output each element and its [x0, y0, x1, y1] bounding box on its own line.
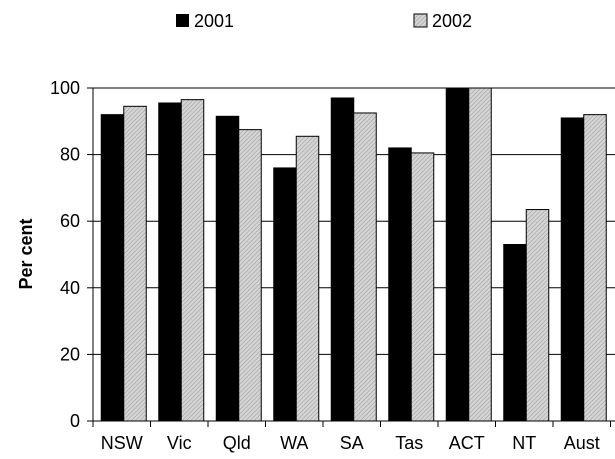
- legend-item-2001: 2001: [176, 11, 234, 31]
- bar-2002-vic: [180, 99, 205, 422]
- legend-item-2002: 2002: [413, 11, 472, 31]
- bar-2001-sa: [330, 97, 355, 422]
- bar-2002-nt: [525, 209, 550, 422]
- bar-2002-sa: [353, 112, 377, 422]
- x-tick-label-act: ACT: [449, 433, 485, 453]
- legend-label-2002: 2002: [432, 11, 472, 31]
- y-tick-label: 100: [50, 78, 80, 98]
- legend-label-2001: 2001: [194, 11, 234, 31]
- x-tick-label-qld: Qld: [223, 433, 251, 453]
- x-ticks: NSW Vic Qld WA SA Tas ACT NT Aust: [92, 421, 611, 453]
- x-tick-label-nsw: NSW: [101, 433, 143, 453]
- bar-2001-tas: [388, 147, 412, 422]
- bar-2002-act: [468, 87, 492, 422]
- bar-2001-aust: [560, 117, 585, 422]
- y-tick-label: 80: [60, 145, 80, 165]
- axes: [92, 88, 615, 422]
- y-tick-label: 0: [70, 411, 80, 431]
- x-tick-label-vic: Vic: [167, 433, 192, 453]
- bar-2001-nsw: [100, 114, 125, 422]
- bar-2001-qld: [215, 115, 240, 422]
- y-ticks: 0 20 40 60 80 100: [50, 78, 93, 431]
- bar-2002-aust: [583, 114, 607, 422]
- bar-2002-wa: [295, 135, 320, 422]
- bars: [100, 87, 607, 422]
- legend: 2001 2002: [176, 11, 472, 31]
- y-tick-label: 40: [60, 278, 80, 298]
- legend-swatch-2001: [176, 14, 189, 27]
- bar-2001-act: [445, 87, 470, 422]
- y-tick-label: 60: [60, 211, 80, 231]
- bar-2001-nt: [503, 244, 527, 422]
- bar-2001-wa: [273, 167, 297, 422]
- x-tick-label-sa: SA: [340, 433, 364, 453]
- bar-2001-vic: [158, 102, 182, 422]
- x-tick-label-tas: Tas: [395, 433, 423, 453]
- bar-2002-tas: [410, 152, 435, 422]
- y-tick-label: 20: [60, 344, 80, 364]
- bar-2002-qld: [238, 129, 262, 422]
- legend-swatch-2002: [413, 13, 428, 28]
- bar-2002-nsw: [123, 105, 147, 422]
- y-axis-title: Per cent: [16, 218, 36, 289]
- x-tick-label-nt: NT: [512, 433, 536, 453]
- x-tick-label-wa: WA: [280, 433, 308, 453]
- x-tick-label-aust: Aust: [564, 433, 600, 453]
